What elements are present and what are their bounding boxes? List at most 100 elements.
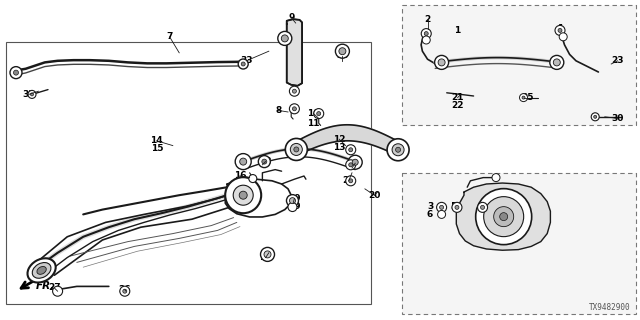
- Bar: [402, 173, 636, 314]
- Text: 7: 7: [166, 32, 173, 41]
- Circle shape: [455, 205, 459, 209]
- Circle shape: [481, 205, 484, 209]
- Circle shape: [438, 211, 445, 218]
- Text: 8: 8: [275, 106, 282, 115]
- Text: 27: 27: [48, 284, 61, 292]
- Circle shape: [282, 35, 288, 42]
- Text: 2: 2: [424, 15, 431, 24]
- Circle shape: [314, 108, 324, 119]
- Circle shape: [264, 251, 271, 258]
- Circle shape: [436, 202, 447, 212]
- Text: 25: 25: [522, 93, 534, 102]
- Circle shape: [346, 176, 356, 186]
- Circle shape: [396, 147, 401, 152]
- Polygon shape: [287, 19, 302, 86]
- Circle shape: [294, 147, 299, 152]
- Ellipse shape: [37, 267, 46, 274]
- Circle shape: [520, 93, 527, 101]
- Circle shape: [120, 286, 130, 296]
- Text: 21: 21: [451, 93, 464, 102]
- Circle shape: [554, 59, 560, 66]
- Text: 14: 14: [150, 136, 163, 145]
- Text: 9: 9: [288, 13, 294, 22]
- Circle shape: [348, 155, 362, 169]
- Bar: [402, 5, 636, 125]
- Text: 6: 6: [427, 210, 433, 219]
- Text: 26: 26: [118, 285, 131, 294]
- Circle shape: [484, 196, 524, 237]
- Circle shape: [260, 247, 275, 261]
- Circle shape: [435, 55, 449, 69]
- Circle shape: [349, 148, 353, 152]
- Polygon shape: [298, 125, 397, 155]
- Text: 29: 29: [288, 202, 301, 211]
- Ellipse shape: [28, 258, 56, 283]
- Text: 16: 16: [234, 172, 246, 180]
- Circle shape: [31, 93, 33, 96]
- Circle shape: [317, 112, 321, 116]
- Bar: [6, 42, 371, 304]
- Circle shape: [349, 179, 353, 183]
- Circle shape: [292, 107, 296, 111]
- Circle shape: [559, 33, 567, 41]
- Circle shape: [278, 31, 292, 45]
- Circle shape: [288, 203, 297, 212]
- Circle shape: [339, 48, 346, 55]
- Text: 11: 11: [307, 119, 320, 128]
- Circle shape: [13, 70, 19, 75]
- Circle shape: [555, 25, 565, 36]
- Text: 33: 33: [336, 52, 349, 60]
- Circle shape: [249, 175, 257, 182]
- Circle shape: [292, 89, 296, 93]
- Circle shape: [500, 212, 508, 221]
- Circle shape: [349, 163, 353, 167]
- Circle shape: [240, 158, 246, 165]
- Ellipse shape: [32, 262, 51, 278]
- Circle shape: [492, 173, 500, 182]
- Text: 10: 10: [307, 109, 320, 118]
- Circle shape: [422, 36, 430, 44]
- Circle shape: [262, 159, 267, 164]
- Circle shape: [392, 144, 404, 156]
- Circle shape: [291, 143, 302, 156]
- Text: 15: 15: [150, 144, 163, 153]
- Circle shape: [225, 177, 261, 213]
- Text: 17: 17: [234, 180, 246, 188]
- Text: 19: 19: [288, 194, 301, 203]
- Circle shape: [424, 32, 428, 36]
- Circle shape: [289, 104, 300, 114]
- Text: 18: 18: [259, 253, 272, 262]
- Text: 33: 33: [240, 56, 253, 65]
- Circle shape: [28, 90, 36, 98]
- Text: TX9482900: TX9482900: [589, 303, 630, 312]
- Circle shape: [233, 185, 253, 205]
- Text: 5: 5: [450, 202, 456, 211]
- Text: 4: 4: [482, 202, 488, 211]
- Text: 1: 1: [557, 24, 563, 33]
- Circle shape: [352, 159, 358, 165]
- Circle shape: [10, 67, 22, 79]
- Text: 22: 22: [451, 101, 464, 110]
- Text: 24: 24: [342, 176, 355, 185]
- Circle shape: [594, 115, 596, 118]
- Circle shape: [438, 59, 445, 66]
- Text: 3: 3: [427, 202, 433, 211]
- Text: 20: 20: [368, 191, 381, 200]
- Circle shape: [477, 202, 488, 212]
- Circle shape: [241, 62, 245, 66]
- Text: FR.: FR.: [36, 281, 55, 292]
- Text: 23: 23: [611, 56, 624, 65]
- Circle shape: [452, 202, 462, 212]
- Text: 32: 32: [22, 90, 35, 99]
- Circle shape: [591, 113, 599, 121]
- Circle shape: [346, 145, 356, 155]
- Circle shape: [287, 195, 298, 207]
- Circle shape: [239, 191, 247, 199]
- Circle shape: [285, 139, 307, 160]
- Circle shape: [236, 154, 252, 170]
- Circle shape: [123, 289, 127, 293]
- Text: 1: 1: [454, 26, 461, 35]
- Circle shape: [289, 198, 296, 204]
- Polygon shape: [456, 183, 550, 250]
- Circle shape: [238, 59, 248, 69]
